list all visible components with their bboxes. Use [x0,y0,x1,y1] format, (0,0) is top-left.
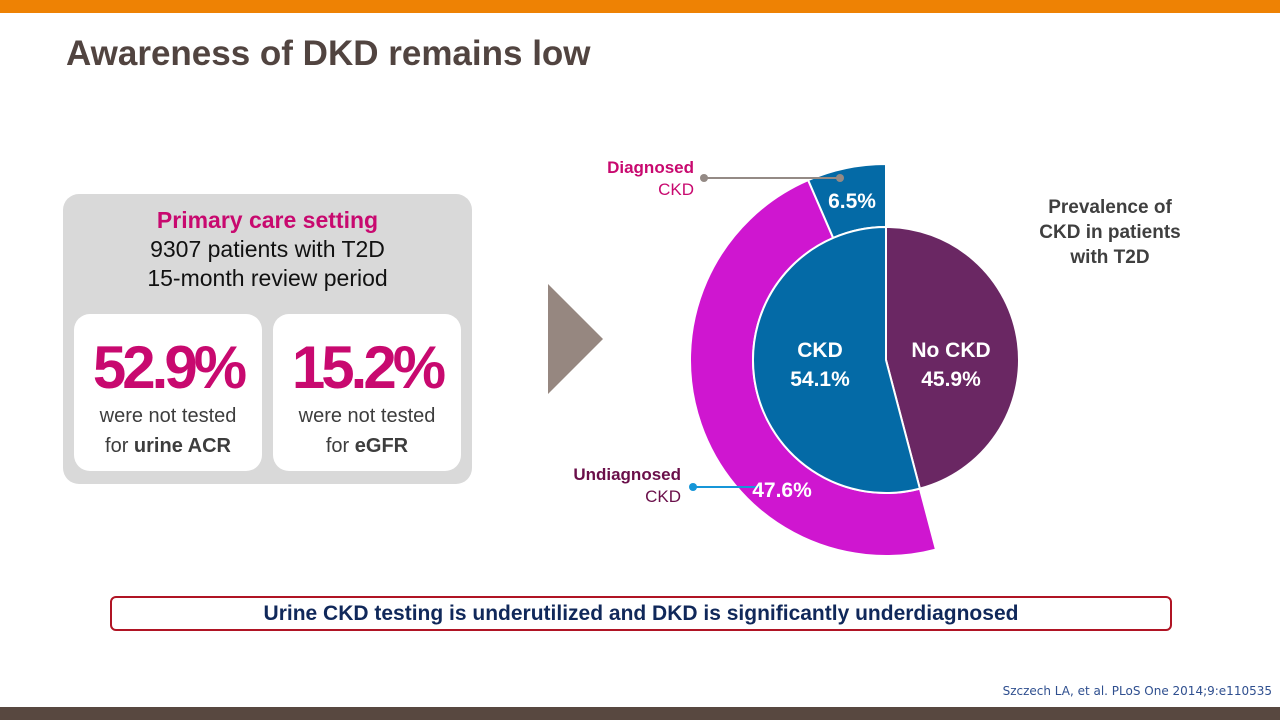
chart-title-line2: CKD in patients [1039,222,1181,243]
stat-test-name: eGFR [354,435,409,457]
study-description: Primary care setting 9307 patients with … [63,206,472,293]
patients-line: 9307 patients with T2D [150,236,385,262]
key-message-callout: Urine CKD testing is underutilized and D… [110,596,1172,631]
citation: Szczech LA, et al. PLoS One 2014;9:e1105… [1002,684,1272,698]
slide-title: Awareness of DKD remains low [66,34,591,73]
setting-heading: Primary care setting [156,207,379,233]
stat-card-acr: 52.9% were not tested for urine ACR [74,314,262,471]
label-no-ckd: No CKD [911,339,990,362]
undiagnosed-label: Undiagnosed CKD [540,464,681,508]
stat-text-2: for urine ACR [74,432,262,460]
stat-prefix: for [105,435,134,457]
diagnosed-label-line1: Diagnosed [607,158,694,177]
stat-text-1: were not tested [99,405,237,427]
stat-text-2: for eGFR [273,432,461,460]
slice-no-ckd [885,225,1020,490]
undiagnosed-label-line1: Undiagnosed [573,465,681,484]
chart-title-line3: with T2D [1070,247,1150,268]
leader-dot-diagnosed-end [836,174,844,182]
stat-prefix: for [325,435,355,457]
stat-value: 15.2% [291,334,446,401]
study-panel: Primary care setting 9307 patients with … [63,194,472,484]
diagnosed-label: Diagnosed CKD [560,157,694,201]
stat-value: 52.9% [92,334,247,401]
undiagnosed-label-line2: CKD [645,487,681,506]
value-diagnosed: 6.5% [828,190,876,213]
leader-dot-diagnosed [700,174,708,182]
bottom-bar [0,707,1280,720]
label-ckd: CKD [797,339,843,362]
arrow-right-icon [548,284,603,394]
stat-card-egfr: 15.2% were not tested for eGFR [273,314,461,471]
value-undiagnosed: 47.6% [752,479,812,502]
top-accent-bar [0,0,1280,13]
stat-test-name: urine ACR [133,435,231,457]
slice-ckd [752,225,922,494]
chart-title: Prevalence of CKD in patients with T2D [1010,195,1210,270]
period-line: 15-month review period [147,265,388,291]
diagnosed-label-line2: CKD [658,180,694,199]
stat-text-1: were not tested [298,405,436,427]
value-ckd: 54.1% [790,368,850,391]
value-no-ckd: 45.9% [921,368,981,391]
leader-dot-undiagnosed [689,483,697,491]
ckd-prevalence-chart: CKD 54.1% No CKD 45.9% 6.5% 47.6% [689,162,1020,557]
chart-title-line1: Prevalence of [1048,197,1172,218]
